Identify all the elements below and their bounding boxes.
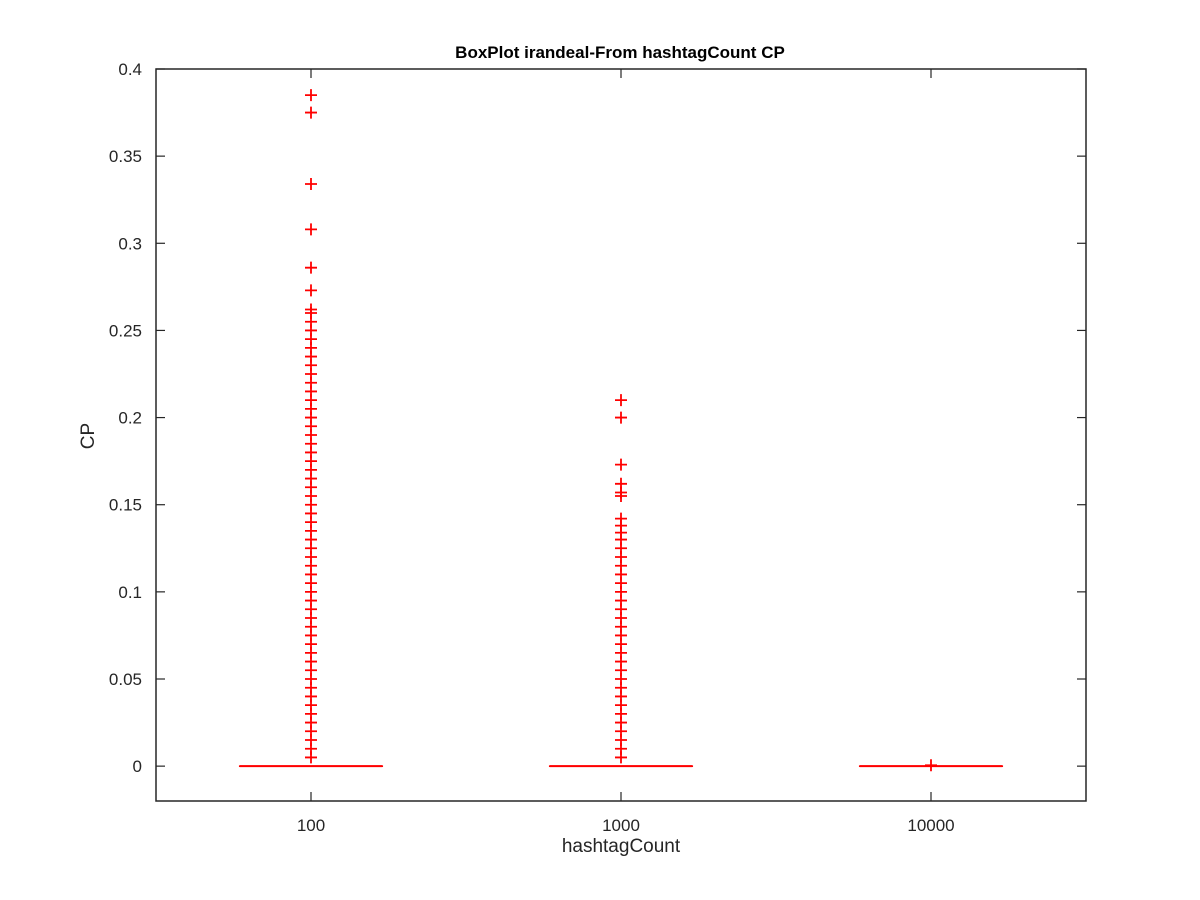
outlier-marker bbox=[305, 178, 317, 191]
y-tick-label: 0.1 bbox=[118, 583, 142, 602]
outlier-marker bbox=[615, 411, 627, 424]
x-tick-label: 10000 bbox=[907, 816, 954, 835]
y-tick-label: 0.15 bbox=[109, 496, 142, 515]
outlier-marker bbox=[305, 284, 317, 297]
outlier-marker bbox=[305, 223, 317, 236]
outlier-marker bbox=[615, 751, 627, 764]
outlier-marker bbox=[615, 394, 627, 407]
x-axis-label: hashtagCount bbox=[562, 836, 681, 857]
y-tick-label: 0.05 bbox=[109, 670, 142, 689]
outlier-marker bbox=[925, 759, 937, 772]
plot-area: 0 0.05 0.1 0.15 0.2 0.25 0.3 0.35 0.4 100 1000 1000… bbox=[109, 60, 1087, 835]
y-tick-label: 0 bbox=[133, 757, 142, 776]
outlier-marker bbox=[305, 89, 317, 102]
outlier-marker bbox=[615, 458, 627, 471]
outlier-marker bbox=[615, 490, 627, 502]
y-tick-label: 0.3 bbox=[118, 234, 142, 253]
y-tick-label: 0.35 bbox=[109, 147, 142, 166]
y-tick-label: 0.4 bbox=[118, 60, 142, 79]
x-tick-label: 100 bbox=[297, 816, 325, 835]
outlier-marker bbox=[305, 106, 317, 119]
y-axis-label: CP bbox=[78, 423, 99, 449]
y-tick-label: 0.25 bbox=[109, 321, 142, 340]
outlier-marker bbox=[305, 261, 317, 274]
chart-title: BoxPlot irandeal-From hashtagCount CP bbox=[455, 43, 785, 62]
x-tick-label: 1000 bbox=[602, 816, 640, 835]
y-tick-label: 0.2 bbox=[118, 409, 142, 428]
outlier-marker bbox=[305, 751, 317, 764]
